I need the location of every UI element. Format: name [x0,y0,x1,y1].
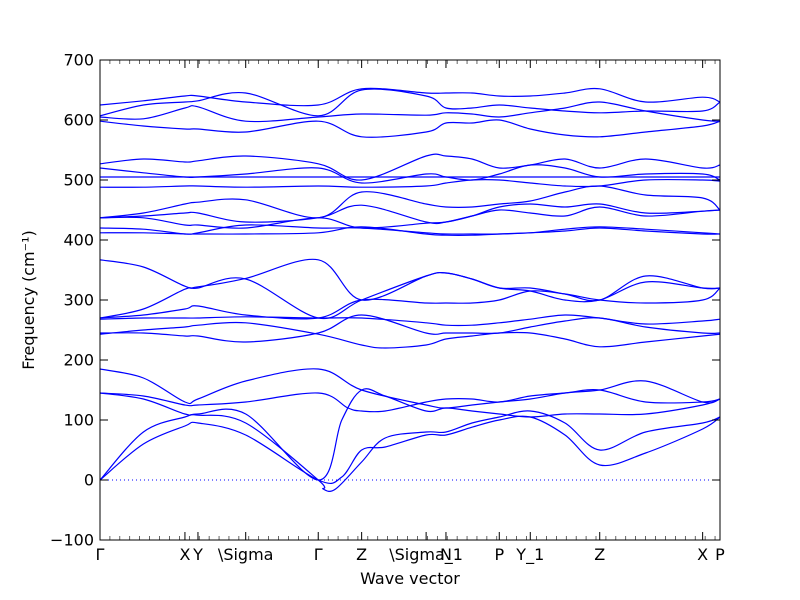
series-line-15 [100,203,720,225]
series-line-22 [100,101,720,123]
x-tick-label: Γ [314,545,323,564]
x-tick-label: Y_1 [515,545,544,565]
y-axis-label: Frequency (cm⁻¹) [19,230,38,369]
x-tick-label: Γ [96,545,105,564]
series-line-13 [100,224,720,235]
x-tick-label: \Sigma [218,545,274,564]
series-line-11 [100,258,720,302]
y-tick-label: 100 [63,411,94,430]
series-line-6 [100,321,720,349]
y-axis: −100 0 100 200 300 400 500 600 700 [50,51,720,550]
x-tick-label: X [697,545,708,564]
series-group [100,87,720,492]
y-tick-label: 600 [63,111,94,130]
series-layer [100,87,720,492]
x-tick-label: \Sigma_1 [389,545,463,565]
y-tick-label: 300 [63,291,94,310]
x-tick-label: X [179,545,190,564]
series-line-5 [100,368,720,409]
x-tick-label: P [494,545,504,564]
y-tick-label: 0 [84,471,94,490]
series-line-9 [100,287,720,320]
series-line-8 [100,314,720,327]
x-tick-label: N [440,545,452,564]
y-tick-label: 500 [63,171,94,190]
y-tick-label: 400 [63,231,94,250]
x-axis-label: Wave vector [360,569,460,588]
y-tick-label: 700 [63,51,94,70]
series-line-1 [100,415,720,485]
series-line-21 [100,119,720,138]
x-tick-label: Z [594,545,605,564]
series-line-19 [100,164,720,184]
series-line-16 [100,185,720,219]
series-line-3 [100,388,720,481]
x-tick-label: P [715,545,725,564]
series-line-17 [100,178,720,188]
y-tick-label: 200 [63,351,94,370]
x-tick-label: Z [356,545,367,564]
series-line-2 [100,410,720,492]
series-line-20 [100,153,720,181]
x-axis: Γ X Y \Sigma Γ Z \Sigma_1N P Y_1 Z X P [96,60,725,565]
x-tick-label: Y [192,545,203,564]
y-tick-label: −100 [50,531,94,550]
series-line-24 [100,87,720,107]
series-line-23 [100,88,720,117]
